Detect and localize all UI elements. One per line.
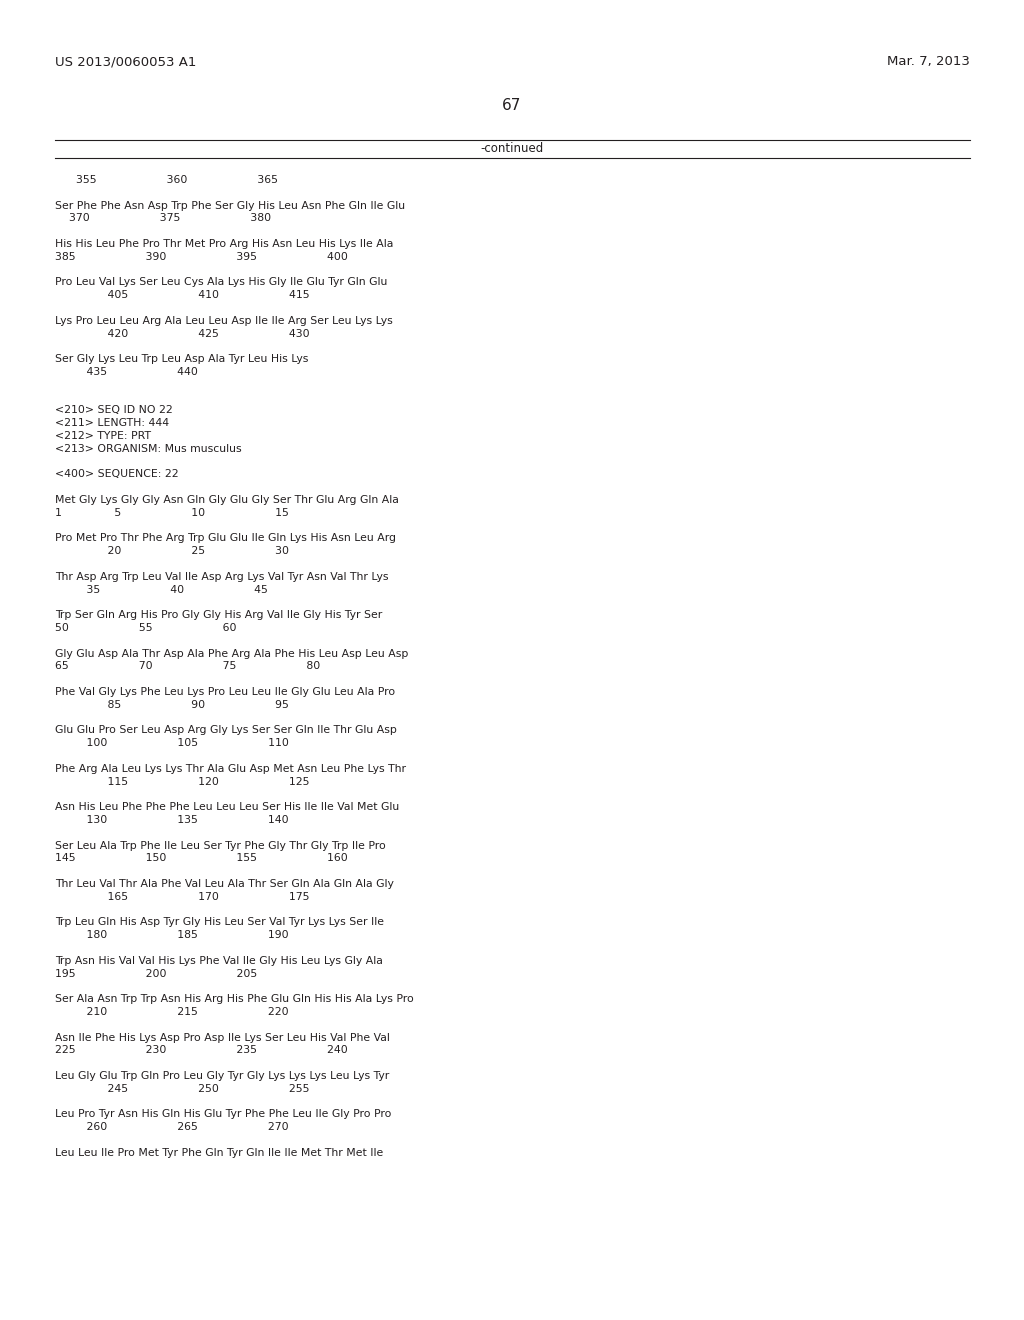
Text: -continued: -continued <box>480 141 544 154</box>
Text: 35                    40                    45: 35 40 45 <box>55 585 268 594</box>
Text: 370                    375                    380: 370 375 380 <box>55 214 271 223</box>
Text: Phe Arg Ala Leu Lys Lys Thr Ala Glu Asp Met Asn Leu Phe Lys Thr: Phe Arg Ala Leu Lys Lys Thr Ala Glu Asp … <box>55 764 406 774</box>
Text: Thr Leu Val Thr Ala Phe Val Leu Ala Thr Ser Gln Ala Gln Ala Gly: Thr Leu Val Thr Ala Phe Val Leu Ala Thr … <box>55 879 394 888</box>
Text: <213> ORGANISM: Mus musculus: <213> ORGANISM: Mus musculus <box>55 444 242 454</box>
Text: 195                    200                    205: 195 200 205 <box>55 969 257 978</box>
Text: Asn His Leu Phe Phe Phe Leu Leu Leu Ser His Ile Ile Val Met Glu: Asn His Leu Phe Phe Phe Leu Leu Leu Ser … <box>55 803 399 812</box>
Text: Pro Leu Val Lys Ser Leu Cys Ala Lys His Gly Ile Glu Tyr Gln Glu: Pro Leu Val Lys Ser Leu Cys Ala Lys His … <box>55 277 387 288</box>
Text: Pro Met Pro Thr Phe Arg Trp Glu Glu Ile Gln Lys His Asn Leu Arg: Pro Met Pro Thr Phe Arg Trp Glu Glu Ile … <box>55 533 396 544</box>
Text: 100                    105                    110: 100 105 110 <box>55 738 289 748</box>
Text: Met Gly Lys Gly Gly Asn Gln Gly Glu Gly Ser Thr Glu Arg Gln Ala: Met Gly Lys Gly Gly Asn Gln Gly Glu Gly … <box>55 495 399 506</box>
Text: 420                    425                    430: 420 425 430 <box>55 329 309 339</box>
Text: Phe Val Gly Lys Phe Leu Lys Pro Leu Leu Ile Gly Glu Leu Ala Pro: Phe Val Gly Lys Phe Leu Lys Pro Leu Leu … <box>55 686 395 697</box>
Text: Glu Glu Pro Ser Leu Asp Arg Gly Lys Ser Ser Gln Ile Thr Glu Asp: Glu Glu Pro Ser Leu Asp Arg Gly Lys Ser … <box>55 726 397 735</box>
Text: 115                    120                    125: 115 120 125 <box>55 776 309 787</box>
Text: His His Leu Phe Pro Thr Met Pro Arg His Asn Leu His Lys Ile Ala: His His Leu Phe Pro Thr Met Pro Arg His … <box>55 239 393 249</box>
Text: Leu Pro Tyr Asn His Gln His Glu Tyr Phe Phe Leu Ile Gly Pro Pro: Leu Pro Tyr Asn His Gln His Glu Tyr Phe … <box>55 1109 391 1119</box>
Text: 145                    150                    155                    160: 145 150 155 160 <box>55 854 348 863</box>
Text: Ser Ala Asn Trp Trp Asn His Arg His Phe Glu Gln His His Ala Lys Pro: Ser Ala Asn Trp Trp Asn His Arg His Phe … <box>55 994 414 1005</box>
Text: Lys Pro Leu Leu Arg Ala Leu Leu Asp Ile Ile Arg Ser Leu Lys Lys: Lys Pro Leu Leu Arg Ala Leu Leu Asp Ile … <box>55 315 393 326</box>
Text: 1               5                    10                    15: 1 5 10 15 <box>55 508 289 517</box>
Text: Mar. 7, 2013: Mar. 7, 2013 <box>887 55 970 69</box>
Text: Leu Leu Ile Pro Met Tyr Phe Gln Tyr Gln Ile Ile Met Thr Met Ile: Leu Leu Ile Pro Met Tyr Phe Gln Tyr Gln … <box>55 1148 383 1158</box>
Text: 85                    90                    95: 85 90 95 <box>55 700 289 710</box>
Text: 20                    25                    30: 20 25 30 <box>55 546 289 556</box>
Text: <210> SEQ ID NO 22: <210> SEQ ID NO 22 <box>55 405 173 416</box>
Text: Ser Leu Ala Trp Phe Ile Leu Ser Tyr Phe Gly Thr Gly Trp Ile Pro: Ser Leu Ala Trp Phe Ile Leu Ser Tyr Phe … <box>55 841 386 850</box>
Text: Ser Phe Phe Asn Asp Trp Phe Ser Gly His Leu Asn Phe Gln Ile Glu: Ser Phe Phe Asn Asp Trp Phe Ser Gly His … <box>55 201 406 211</box>
Text: Gly Glu Asp Ala Thr Asp Ala Phe Arg Ala Phe His Leu Asp Leu Asp: Gly Glu Asp Ala Thr Asp Ala Phe Arg Ala … <box>55 648 409 659</box>
Text: <400> SEQUENCE: 22: <400> SEQUENCE: 22 <box>55 470 178 479</box>
Text: <212> TYPE: PRT: <212> TYPE: PRT <box>55 432 151 441</box>
Text: 130                    135                    140: 130 135 140 <box>55 814 289 825</box>
Text: Trp Leu Gln His Asp Tyr Gly His Leu Ser Val Tyr Lys Lys Ser Ile: Trp Leu Gln His Asp Tyr Gly His Leu Ser … <box>55 917 384 928</box>
Text: Ser Gly Lys Leu Trp Leu Asp Ala Tyr Leu His Lys: Ser Gly Lys Leu Trp Leu Asp Ala Tyr Leu … <box>55 354 308 364</box>
Text: 225                    230                    235                    240: 225 230 235 240 <box>55 1045 348 1056</box>
Text: US 2013/0060053 A1: US 2013/0060053 A1 <box>55 55 197 69</box>
Text: 50                    55                    60: 50 55 60 <box>55 623 237 634</box>
Text: <211> LENGTH: 444: <211> LENGTH: 444 <box>55 418 169 428</box>
Text: Trp Ser Gln Arg His Pro Gly Gly His Arg Val Ile Gly His Tyr Ser: Trp Ser Gln Arg His Pro Gly Gly His Arg … <box>55 610 382 620</box>
Text: 405                    410                    415: 405 410 415 <box>55 290 309 300</box>
Text: 67: 67 <box>503 98 521 112</box>
Text: 245                    250                    255: 245 250 255 <box>55 1084 309 1094</box>
Text: Leu Gly Glu Trp Gln Pro Leu Gly Tyr Gly Lys Lys Lys Leu Lys Tyr: Leu Gly Glu Trp Gln Pro Leu Gly Tyr Gly … <box>55 1071 389 1081</box>
Text: Trp Asn His Val Val His Lys Phe Val Ile Gly His Leu Lys Gly Ala: Trp Asn His Val Val His Lys Phe Val Ile … <box>55 956 383 966</box>
Text: 65                    70                    75                    80: 65 70 75 80 <box>55 661 321 672</box>
Text: 385                    390                    395                    400: 385 390 395 400 <box>55 252 348 261</box>
Text: 180                    185                    190: 180 185 190 <box>55 931 289 940</box>
Text: Thr Asp Arg Trp Leu Val Ile Asp Arg Lys Val Tyr Asn Val Thr Lys: Thr Asp Arg Trp Leu Val Ile Asp Arg Lys … <box>55 572 388 582</box>
Text: 165                    170                    175: 165 170 175 <box>55 892 309 902</box>
Text: 260                    265                    270: 260 265 270 <box>55 1122 289 1133</box>
Text: 210                    215                    220: 210 215 220 <box>55 1007 289 1016</box>
Text: 435                    440: 435 440 <box>55 367 198 378</box>
Text: 355                    360                    365: 355 360 365 <box>55 176 278 185</box>
Text: Asn Ile Phe His Lys Asp Pro Asp Ile Lys Ser Leu His Val Phe Val: Asn Ile Phe His Lys Asp Pro Asp Ile Lys … <box>55 1032 390 1043</box>
